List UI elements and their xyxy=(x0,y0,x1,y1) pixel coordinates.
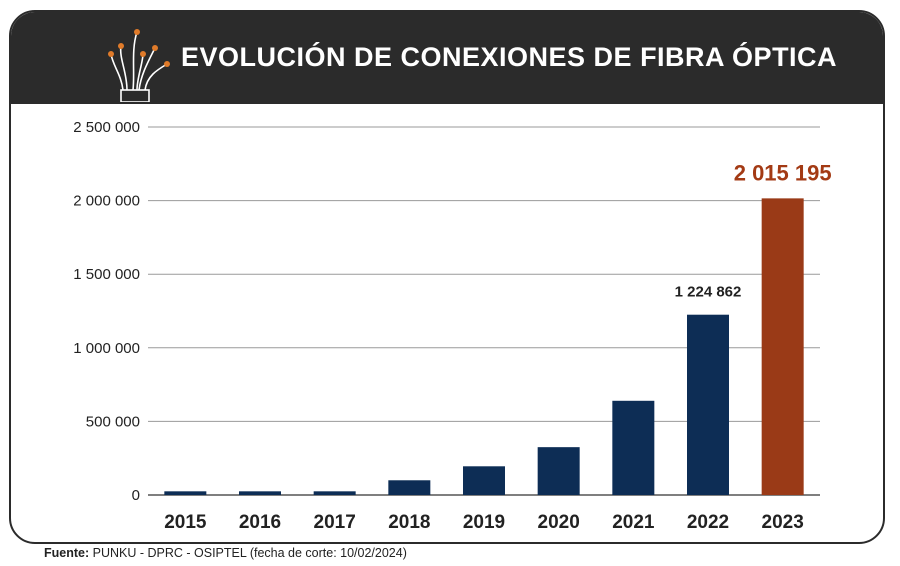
bar xyxy=(687,314,729,495)
chart-title: EVOLUCIÓN DE CONEXIONES DE FIBRA ÓPTICA xyxy=(181,42,838,72)
bar xyxy=(313,491,356,495)
bar xyxy=(761,198,804,496)
x-tick-label: 2015 xyxy=(164,512,207,533)
x-tick-label: 2023 xyxy=(762,512,804,533)
source-note: Fuente: PUNKU - DPRC - OSIPTEL (fecha de… xyxy=(44,546,407,560)
x-tick-label: 2016 xyxy=(239,512,281,533)
chart-header: EVOLUCIÓN DE CONEXIONES DE FIBRA ÓPTICA xyxy=(11,12,883,104)
x-tick-label: 2018 xyxy=(388,512,430,533)
fiber-optic-icon xyxy=(108,29,170,102)
x-tick-label: 2022 xyxy=(687,512,729,533)
data-label: 2 015 195 xyxy=(734,160,832,185)
source-text: PUNKU - DPRC - OSIPTEL (fecha de corte: … xyxy=(92,546,407,560)
x-tick-label: 2017 xyxy=(314,512,356,533)
bar xyxy=(239,491,281,495)
x-tick-label: 2019 xyxy=(463,512,505,533)
y-tick-label: 0 xyxy=(132,487,140,504)
y-tick-label: 1 500 000 xyxy=(73,266,140,283)
bar xyxy=(388,480,431,495)
chart-card: EVOLUCIÓN DE CONEXIONES DE FIBRA ÓPTICA xyxy=(9,10,885,544)
bar xyxy=(537,447,580,495)
y-tick-label: 2 500 000 xyxy=(73,119,140,136)
data-label: 1 224 862 xyxy=(675,284,742,301)
y-tick-label: 2 000 000 xyxy=(73,193,140,210)
bar xyxy=(463,466,505,495)
x-tick-label: 2020 xyxy=(538,512,580,533)
source-label: Fuente: xyxy=(44,546,90,560)
bar xyxy=(164,491,207,495)
y-tick-label: 1 000 000 xyxy=(73,340,140,357)
y-tick-label: 500 000 xyxy=(86,413,140,430)
bar xyxy=(612,400,655,495)
x-tick-label: 2021 xyxy=(612,512,655,533)
